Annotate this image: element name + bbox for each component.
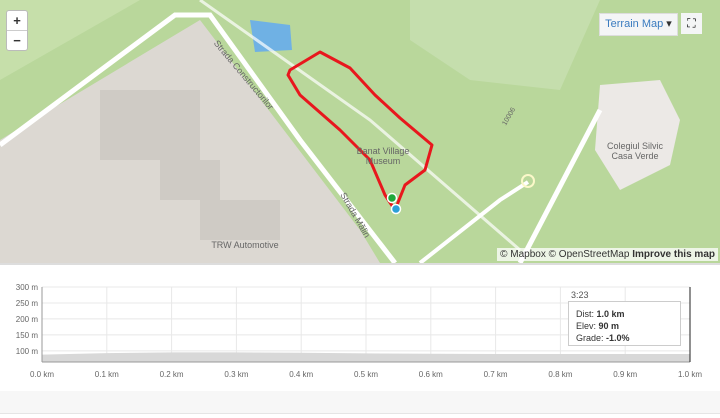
chart-tooltip: Dist: 1.0 km Elev: 90 m Grade: -1.0% — [568, 301, 681, 346]
zoom-out-button[interactable]: − — [7, 30, 27, 50]
fullscreen-icon: ⛶ — [687, 16, 696, 30]
map-layer-dropdown[interactable]: Terrain Map ▾ — [599, 13, 678, 36]
x-tick-label: 0.4 km — [289, 370, 313, 379]
y-tick-label: 100 m — [16, 347, 39, 356]
layer-label: Terrain Map — [605, 18, 664, 30]
map[interactable]: Banat Village Museum Colegiul Silvic Casa… — [0, 0, 720, 263]
x-tick-label: 0.5 km — [354, 370, 378, 379]
improve-map-link[interactable]: Improve this map — [632, 249, 715, 260]
museum-label: Banat Village Museum — [356, 146, 410, 166]
footer-bar — [0, 391, 720, 414]
x-tick-label: 0.1 km — [95, 370, 119, 379]
y-tick-label: 250 m — [16, 299, 39, 308]
x-tick-label: 0.3 km — [224, 370, 248, 379]
mapbox-link[interactable]: © Mapbox — [500, 249, 546, 260]
x-tick-label: 0.0 km — [30, 370, 54, 379]
tooltip-time: 3:23 — [571, 290, 589, 300]
caret-down-icon: ▾ — [666, 18, 672, 30]
college-label: Colegiul Silvic Casa Verde — [606, 141, 664, 161]
x-tick-label: 0.7 km — [484, 370, 508, 379]
y-tick-label: 300 m — [16, 283, 39, 292]
x-tick-label: 0.6 km — [419, 370, 443, 379]
y-tick-label: 200 m — [16, 315, 39, 324]
x-tick-label: 0.8 km — [548, 370, 572, 379]
elevation-chart-svg: 0.0 km 0.1 km 0.2 km 0.3 km 0.4 km 0.5 km 0.6 … — [16, 283, 703, 379]
company-label: TRW Automotive — [211, 240, 279, 250]
y-tick-label: 150 m — [16, 331, 39, 340]
map-tiles — [0, 0, 680, 263]
elevation-area — [42, 352, 690, 362]
osm-link[interactable]: © OpenStreetMap — [548, 249, 630, 260]
attribution: © Mapbox © OpenStreetMap Improve this ma… — [497, 248, 718, 261]
x-tick-label: 0.9 km — [613, 370, 637, 379]
elevation-chart[interactable]: 0.0 km 0.1 km 0.2 km 0.3 km 0.4 km 0.5 km 0.6 … — [0, 263, 720, 393]
fullscreen-button[interactable]: ⛶ — [681, 13, 702, 34]
zoom-control: + − — [6, 10, 28, 51]
zoom-in-button[interactable]: + — [13, 13, 21, 28]
x-tick-label: 0.2 km — [160, 370, 184, 379]
x-tick-label: 1.0 km — [678, 370, 702, 379]
